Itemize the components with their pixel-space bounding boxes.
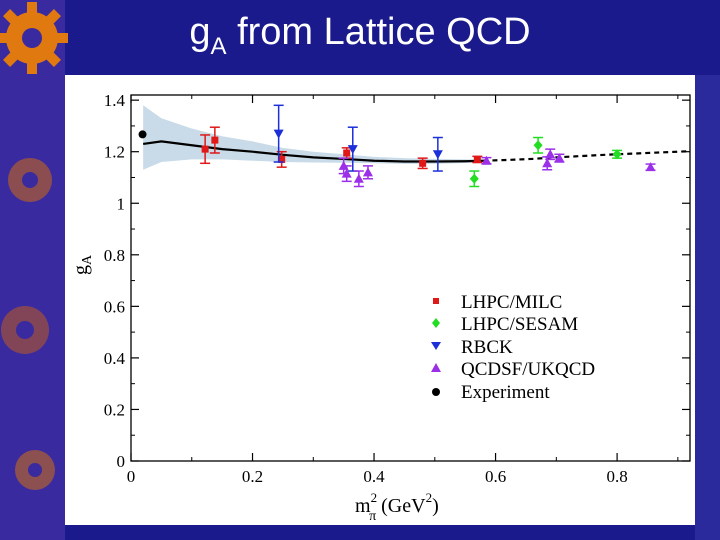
- legend-label: Experiment: [461, 382, 550, 403]
- chart: 0 0.2 0.4 0.6 0.800.20.40.60.811.21.4 gA m2 π…: [70, 91, 691, 524]
- data-point-triangle-down: [432, 150, 443, 160]
- data-point-triangle-up: [554, 153, 565, 163]
- y-tick-label: 0.2: [104, 400, 125, 419]
- title-subscript: A: [210, 33, 227, 60]
- gear-icon: [1, 306, 49, 354]
- x-axis-label-sup: 2: [371, 490, 378, 505]
- fit-curve-dashed: [483, 150, 691, 162]
- legend-label: RBCK: [461, 337, 513, 358]
- x-axis-label-units-sup: 2: [426, 490, 433, 505]
- legend-marker-circle: [432, 388, 440, 396]
- title-rest: from Lattice QCD: [226, 11, 531, 53]
- x-tick-label: 0.8: [606, 467, 627, 486]
- legend-label: LHPC/MILC: [461, 292, 562, 313]
- data-point-circle: [138, 130, 147, 139]
- data-points-layer: [138, 104, 656, 188]
- data-point-square: [419, 159, 427, 167]
- data-point-triangle-up: [481, 155, 492, 165]
- data-point-square: [473, 155, 481, 163]
- x-tick-label: 0.2: [242, 467, 263, 486]
- x-axis-label-units-close: ): [432, 495, 439, 517]
- legend-marker-diamond: [432, 318, 440, 328]
- legend-item-experiment: Experiment: [432, 382, 550, 403]
- legend-item-lhpc-sesam: LHPC/SESAM: [432, 314, 578, 335]
- title-main: g: [189, 11, 211, 53]
- y-tick-label: 1.2: [104, 143, 125, 162]
- data-point-triangle-up: [341, 168, 352, 178]
- y-tick-label: 1.4: [104, 91, 126, 110]
- data-point-diamond: [469, 173, 479, 184]
- right-decor-strip: [695, 75, 720, 540]
- y-axis-label: gA: [70, 254, 95, 275]
- data-point-triangle-down: [347, 145, 358, 155]
- legend-marker-triangle-down: [431, 342, 441, 350]
- axes-layer: 0 0.2 0.4 0.6 0.8 0 0.2 0.4 0.6 0.8 1 1.2 1.4: [104, 91, 691, 486]
- legend-item-rbck: RBCK: [431, 337, 513, 358]
- data-point-diamond: [612, 149, 622, 160]
- x-axis-label-sub: π: [369, 509, 376, 524]
- fit-band-layer: [143, 105, 484, 170]
- y-tick-label: 0.8: [104, 246, 125, 265]
- data-point-triangle-up: [645, 162, 656, 172]
- plot-panel: 0 0.2 0.4 0.6 0.8 0 0.2 0.4 0.6 0.8 1 1.2 1.4 gA m2 π…: [65, 75, 695, 525]
- legend-marker-square: [433, 298, 439, 304]
- legend-label: LHPC/SESAM: [461, 314, 578, 335]
- gear-icon: [15, 450, 55, 490]
- y-tick-label: 0: [117, 452, 126, 471]
- legend-marker-triangle-up: [431, 363, 441, 372]
- data-point-triangle-up: [362, 167, 373, 177]
- data-point-diamond: [533, 140, 543, 151]
- x-axis-label-units-open: (GeV: [376, 495, 426, 517]
- data-point-triangle-up: [542, 158, 553, 168]
- x-axis-label-base: m: [355, 495, 371, 517]
- y-axis-label-base: g: [70, 265, 92, 275]
- plot-frame: [130, 94, 691, 462]
- legend: LHPC/MILC LHPC/SESAM RBCK QCDSF/UKQCD Ex…: [431, 292, 595, 403]
- data-point-square: [201, 145, 209, 153]
- data-point-triangle-down: [273, 129, 284, 139]
- left-decor-strip: [0, 0, 65, 540]
- slide-title: gA from Lattice QCD: [0, 8, 720, 61]
- x-tick-label: 0.6: [485, 467, 506, 486]
- data-point-square: [343, 149, 351, 157]
- data-point-square: [278, 155, 286, 163]
- legend-item-lhpc-milc: LHPC/MILC: [433, 292, 562, 313]
- legend-label: QCDSF/UKQCD: [461, 359, 595, 380]
- gear-icon: [0, 2, 68, 74]
- y-axis-label-sub: A: [80, 254, 95, 265]
- x-tick-label: 0.4: [363, 467, 385, 486]
- fit-error-band: [143, 105, 484, 170]
- data-point-square: [211, 136, 219, 144]
- fit-curve-layer: [142, 140, 691, 163]
- gear-icon: [8, 158, 52, 202]
- data-point-triangle-up: [353, 173, 364, 183]
- x-tick-label: 0: [127, 467, 136, 486]
- y-tick-label: 0.6: [104, 297, 125, 316]
- data-point-triangle-up: [545, 149, 556, 159]
- fit-curve-solid: [142, 140, 484, 163]
- legend-item-qcdsf-ukqcd: QCDSF/UKQCD: [431, 359, 595, 380]
- y-tick-label: 0.4: [104, 349, 126, 368]
- y-tick-label: 1: [117, 194, 126, 213]
- x-axis-label: m2 π (GeV2): [355, 490, 439, 524]
